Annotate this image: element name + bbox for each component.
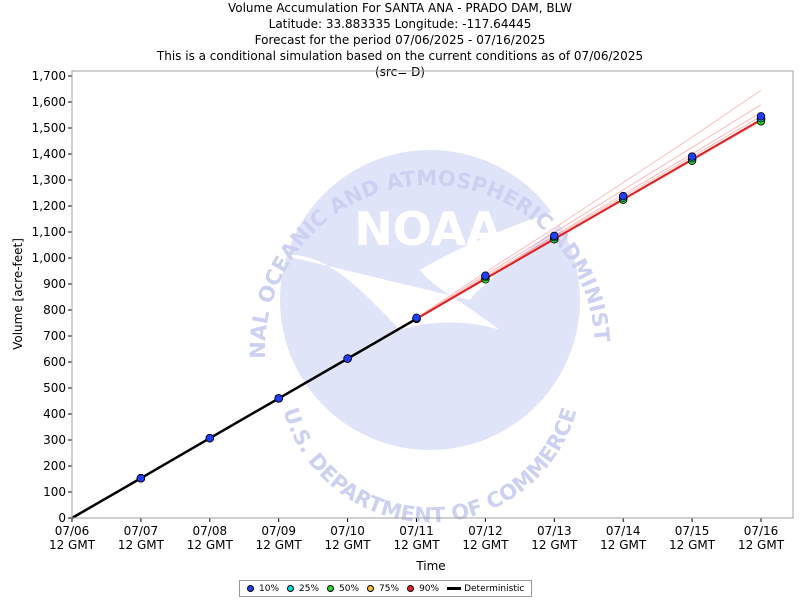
- y-tick-label: 400: [43, 407, 66, 421]
- y-tick-label: 1,000: [32, 251, 66, 265]
- y-tick-label: 300: [43, 433, 66, 447]
- deterministic-layer: [71, 118, 762, 520]
- legend-label: 10%: [259, 583, 280, 594]
- point-10pct: [205, 433, 214, 443]
- legend-item: 90%: [407, 584, 439, 594]
- legend-label: 75%: [379, 583, 400, 594]
- y-tick-label: 600: [43, 355, 66, 369]
- x-tick-label-time: 12 GMT: [462, 538, 509, 552]
- y-tick-label: 500: [43, 381, 66, 395]
- y-tick-label: 1,100: [32, 225, 66, 239]
- axis-ticks: 0 100 200 300 400 500 600 700 800 900 1,000 1,100 1,…: [32, 69, 785, 552]
- x-axis-title: Time: [415, 559, 445, 573]
- x-tick-label-date: 07/14: [606, 524, 641, 538]
- legend-label: 90%: [419, 583, 440, 594]
- y-tick-label: 200: [43, 459, 66, 473]
- y-tick-label: 1,700: [32, 69, 66, 83]
- y-tick-label: 1,300: [32, 173, 66, 187]
- legend-swatch: [327, 585, 335, 592]
- point-10pct: [687, 152, 697, 161]
- legend-item: Deterministic: [447, 584, 524, 594]
- chart-source: (src= D): [375, 65, 425, 79]
- x-tick-label-date: 07/16: [744, 524, 779, 538]
- x-tick-label-time: 12 GMT: [669, 538, 716, 552]
- y-tick-label: 800: [43, 303, 66, 317]
- x-tick-label-time: 12 GMT: [738, 538, 785, 552]
- legend-label: 50%: [339, 583, 360, 594]
- y-tick-label: 900: [43, 277, 66, 291]
- noaa-logo-text: NOAA: [354, 202, 502, 256]
- legend-swatch: [367, 585, 375, 592]
- x-tick-label-time: 12 GMT: [49, 538, 96, 552]
- percentile-points: [136, 112, 766, 483]
- x-tick-label-date: 07/15: [675, 524, 710, 538]
- deterministic-line-forecast: [415, 118, 762, 320]
- x-tick-label-date: 07/12: [468, 524, 503, 538]
- x-tick-label-date: 07/10: [330, 524, 365, 538]
- point-10pct: [412, 313, 421, 322]
- point-10pct: [136, 474, 146, 483]
- x-tick-label-date: 07/11: [399, 524, 434, 538]
- legend-item: 75%: [367, 584, 399, 594]
- y-tick-label: 1,200: [32, 199, 66, 213]
- y-tick-label: 700: [43, 329, 66, 343]
- noaa-seagull-shape: [282, 200, 590, 330]
- legend-item: 25%: [287, 584, 319, 594]
- y-axis-title: Volume [acre-feet]: [11, 238, 25, 350]
- legend-item: 10%: [247, 584, 279, 594]
- x-tick-label-date: 07/06: [55, 524, 90, 538]
- legend-swatch: [287, 585, 295, 592]
- y-tick-label: 100: [43, 485, 66, 499]
- point-10pct: [481, 271, 490, 280]
- x-tick-label-date: 07/07: [124, 524, 159, 538]
- legend-label: 25%: [299, 583, 320, 594]
- chart-title: Volume Accumulation For SANTA ANA - PRAD…: [227, 1, 573, 15]
- y-tick-label: 1,500: [32, 121, 66, 135]
- legend-item: 50%: [327, 584, 359, 594]
- point-10pct: [274, 394, 283, 403]
- legend-swatch: [407, 585, 415, 592]
- x-tick-label-time: 12 GMT: [256, 538, 303, 552]
- chart-location: Latitude: 33.883335 Longitude: -117.6444…: [268, 17, 532, 31]
- x-tick-label-time: 12 GMT: [187, 538, 234, 552]
- x-tick-label-time: 12 GMT: [600, 538, 647, 552]
- y-tick-label: 1,400: [32, 147, 66, 161]
- point-10pct: [343, 354, 352, 363]
- noaa-watermark: NOAA NATIONAL OCEANIC AND ATMOSPHERIC AD…: [0, 0, 614, 528]
- legend-swatch: [247, 585, 254, 592]
- point-10pct: [550, 231, 559, 241]
- chart-legend: 10% 25% 50% 75% 90% Deterministic: [239, 580, 533, 597]
- legend-label: Deterministic: [464, 583, 525, 594]
- x-tick-label-time: 12 GMT: [118, 538, 165, 552]
- x-tick-label-date: 07/09: [261, 524, 296, 538]
- y-tick-label: 1,600: [32, 95, 66, 109]
- x-tick-label-time: 12 GMT: [531, 538, 578, 552]
- y-tick-label: 0: [58, 511, 66, 525]
- point-10pct: [619, 191, 628, 201]
- x-tick-label-date: 07/13: [537, 524, 572, 538]
- point-10pct: [756, 112, 766, 121]
- chart-period: Forecast for the period 07/06/2025 - 07/…: [254, 33, 546, 47]
- x-tick-label-date: 07/08: [193, 524, 228, 538]
- x-tick-label-time: 12 GMT: [393, 538, 440, 552]
- x-tick-label-time: 12 GMT: [325, 538, 372, 552]
- legend-swatch: [447, 587, 462, 590]
- chart-header: Volume Accumulation For SANTA ANA - PRAD…: [0, 0, 800, 80]
- plot-frame: [71, 70, 794, 519]
- chart-note: This is a conditional simulation based o…: [156, 49, 644, 63]
- deterministic-line-observed: [71, 317, 418, 520]
